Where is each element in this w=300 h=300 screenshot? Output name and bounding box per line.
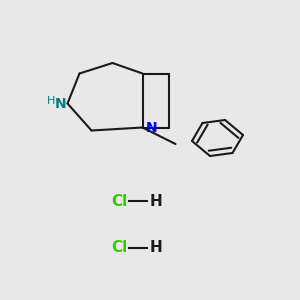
Text: N: N [146,121,157,134]
Text: Cl: Cl [111,194,128,208]
Text: N: N [54,97,66,110]
Text: H: H [47,95,56,106]
Text: H: H [150,194,163,208]
Text: Cl: Cl [111,240,128,255]
Text: H: H [150,240,163,255]
